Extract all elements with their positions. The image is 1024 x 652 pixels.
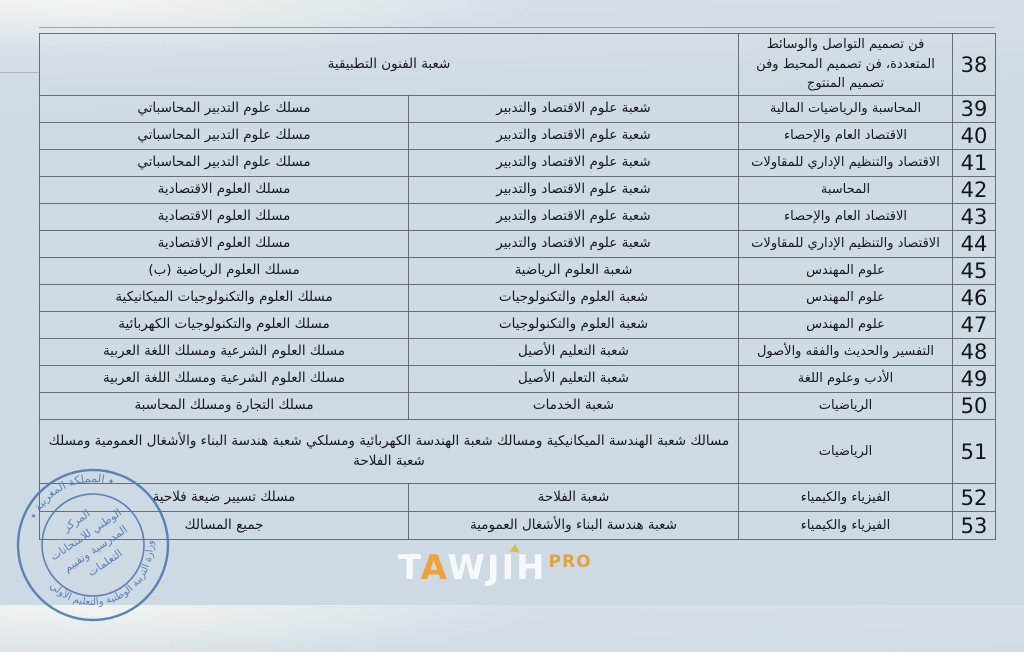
subject-cell: الأدب وعلوم اللغة: [738, 365, 953, 393]
subject-cell: الاقتصاد العام والإحصاء: [738, 203, 953, 231]
row-number-cell: 38: [952, 33, 996, 96]
table-row: 53 الفيزياء والكيمياء شعبة هندسة البناء …: [39, 511, 996, 540]
table-row: 52 الفيزياء والكيمياء شعبة الفلاحة مسلك …: [39, 483, 996, 512]
table-row: 46 علوم المهندس شعبة العلوم والتكنولوجيا…: [39, 284, 996, 312]
row-number-cell: 49: [952, 365, 996, 393]
row-number-cell: 39: [952, 95, 996, 123]
row-number-cell: 52: [952, 483, 996, 512]
branch-cell: شعبة هندسة البناء والأشغال العمومية: [408, 511, 739, 540]
row-number-cell: 40: [952, 122, 996, 150]
table-row: 38 فن تصميم التواصل والوسائط المتعددة، ف…: [39, 33, 996, 96]
row-number-cell: 44: [952, 230, 996, 258]
table-outer-top-border: [39, 27, 995, 28]
track-cell: جميع المسالك: [39, 511, 409, 540]
tawjih-pro-watermark: TAWJIH PRO: [398, 543, 592, 588]
track-cell: مسلك العلوم الشرعية ومسلك اللغة العربية: [39, 338, 409, 366]
branch-cell: شعبة علوم الاقتصاد والتدبير: [408, 230, 739, 258]
branch-cell: شعبة العلوم والتكنولوجيات: [408, 284, 739, 312]
row-number-cell: 47: [952, 311, 996, 339]
scan-artifact-line: [0, 72, 39, 73]
row-number-cell: 46: [952, 284, 996, 312]
branch-cell: شعبة العلوم الرياضية: [408, 257, 739, 285]
table-row: 43 الاقتصاد العام والإحصاء شعبة علوم الا…: [39, 203, 996, 231]
branch-cell: شعبة الخدمات: [408, 392, 739, 420]
track-cell: مسلك تسيير ضيعة فلاحية: [39, 483, 409, 512]
branch-cell: شعبة علوم الاقتصاد والتدبير: [408, 149, 739, 177]
track-cell: مسلك التجارة ومسلك المحاسبة: [39, 392, 409, 420]
branch-cell: شعبة علوم الاقتصاد والتدبير: [408, 122, 739, 150]
subject-cell: فن تصميم التواصل والوسائط المتعددة، فن ت…: [738, 33, 953, 96]
track-cell: مسلك علوم التدبير المحاسباتي: [39, 149, 409, 177]
branch-cell: شعبة علوم الاقتصاد والتدبير: [408, 95, 739, 123]
row-number-cell: 48: [952, 338, 996, 366]
subject-cell: علوم المهندس: [738, 311, 953, 339]
subject-cell: التفسير والحديث والفقه والأصول: [738, 338, 953, 366]
branch-cell: شعبة التعليم الأصيل: [408, 365, 739, 393]
subject-cell: المحاسبة: [738, 176, 953, 204]
subject-cell: المحاسبة والرياضيات المالية: [738, 95, 953, 123]
track-cell: مسلك العلوم الاقتصادية: [39, 203, 409, 231]
table-row: 44 الاقتصاد والتنظيم الإداري للمقاولات ش…: [39, 230, 996, 258]
svg-text:وزارة التربية الوطنية والتعليم: وزارة التربية الوطنية والتعليم الأولي: [46, 536, 174, 627]
table-row: 50 الرياضيات شعبة الخدمات مسلك التجارة و…: [39, 392, 996, 420]
table-row: 41 الاقتصاد والتنظيم الإداري للمقاولات ش…: [39, 149, 996, 177]
subject-cell: علوم المهندس: [738, 284, 953, 312]
track-cell: مسلك العلوم الاقتصادية: [39, 230, 409, 258]
row-number-cell: 42: [952, 176, 996, 204]
table-row: 42 المحاسبة شعبة علوم الاقتصاد والتدبير …: [39, 176, 996, 204]
subject-cell: الاقتصاد والتنظيم الإداري للمقاولات: [738, 149, 953, 177]
stamp-center-line: التعلمات: [85, 547, 124, 579]
merged-branch-track-cell: مسالك شعبة الهندسة الميكانيكية ومسالك شع…: [39, 419, 739, 484]
row-number-cell: 53: [952, 511, 996, 540]
table-row: 49 الأدب وعلوم اللغة شعبة التعليم الأصيل…: [39, 365, 996, 393]
watermark-brand: TAWJIH: [398, 548, 547, 588]
branch-cell: شعبة الفلاحة: [408, 483, 739, 512]
row-number-cell: 41: [952, 149, 996, 177]
table-row: 51 الرياضيات مسالك شعبة الهندسة الميكاني…: [39, 419, 996, 484]
branch-cell: شعبة العلوم والتكنولوجيات: [408, 311, 739, 339]
table-row: 47 علوم المهندس شعبة العلوم والتكنولوجيا…: [39, 311, 996, 339]
row-number-cell: 43: [952, 203, 996, 231]
subject-cell: الاقتصاد والتنظيم الإداري للمقاولات: [738, 230, 953, 258]
subject-cell: الفيزياء والكيمياء: [738, 511, 953, 540]
branch-cell: شعبة علوم الاقتصاد والتدبير: [408, 176, 739, 204]
subject-cell: الاقتصاد العام والإحصاء: [738, 122, 953, 150]
branch-cell: شعبة التعليم الأصيل: [408, 338, 739, 366]
track-cell: مسلك علوم التدبير المحاسباتي: [39, 122, 409, 150]
track-cell: مسلك العلوم الاقتصادية: [39, 176, 409, 204]
watermark-suffix: PRO: [548, 552, 592, 572]
row-number-cell: 45: [952, 257, 996, 285]
table-row: 39 المحاسبة والرياضيات المالية شعبة علوم…: [39, 95, 996, 123]
track-cell: مسلك العلوم والتكنولوجيات الميكانيكية: [39, 284, 409, 312]
accent-letter: A: [420, 548, 448, 588]
track-cell: مسلك العلوم والتكنولوجيات الكهربائية: [39, 311, 409, 339]
branch-cell: شعبة علوم الاقتصاد والتدبير: [408, 203, 739, 231]
streams-tracks-table: 38 فن تصميم التواصل والوسائط المتعددة، ف…: [39, 33, 996, 540]
table-row: 48 التفسير والحديث والفقه والأصول شعبة ا…: [39, 338, 996, 366]
track-cell: مسلك العلوم الشرعية ومسلك اللغة العربية: [39, 365, 409, 393]
subject-cell: علوم المهندس: [738, 257, 953, 285]
merged-branch-track-cell: شعبة الفنون التطبيقية: [39, 33, 739, 96]
row-number-cell: 51: [952, 419, 996, 484]
track-cell: مسلك العلوم الرياضية (ب): [39, 257, 409, 285]
subject-cell: الرياضيات: [738, 392, 953, 420]
table-row: 45 علوم المهندس شعبة العلوم الرياضية مسل…: [39, 257, 996, 285]
scanned-document-page: { "table": { "rows": [ {"num": "38", "su…: [0, 0, 1024, 627]
stamp-rim-bottom-text: وزارة التربية الوطنية والتعليم الأولي: [46, 536, 174, 627]
subject-cell: الفيزياء والكيمياء: [738, 483, 953, 512]
subject-cell: الرياضيات: [738, 419, 953, 484]
table-row: 40 الاقتصاد العام والإحصاء شعبة علوم الا…: [39, 122, 996, 150]
track-cell: مسلك علوم التدبير المحاسباتي: [39, 95, 409, 123]
caret-icon: [509, 543, 521, 553]
row-number-cell: 50: [952, 392, 996, 420]
